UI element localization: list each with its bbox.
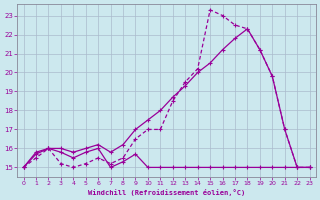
X-axis label: Windchill (Refroidissement éolien,°C): Windchill (Refroidissement éolien,°C) xyxy=(88,189,245,196)
